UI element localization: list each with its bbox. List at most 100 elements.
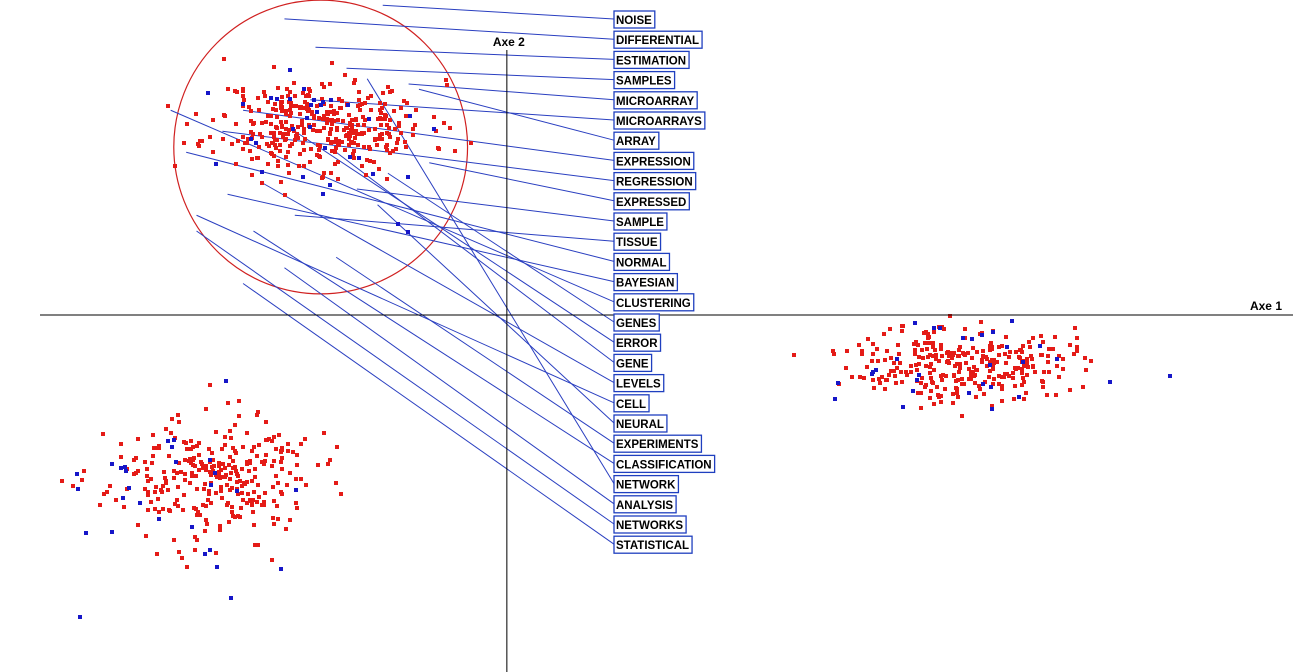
red-point [893,374,897,378]
red-point [320,176,324,180]
term-label-text: SAMPLE [616,217,664,229]
red-point [250,479,254,483]
red-point [252,523,256,527]
red-point [211,118,215,122]
leader-line [227,193,615,283]
red-point [1000,344,1004,348]
red-point [162,470,166,474]
red-point [376,137,380,141]
red-point [889,369,893,373]
red-point [231,459,235,463]
red-point [143,460,147,464]
red-point [845,349,849,353]
red-point [234,122,238,126]
red-point [360,164,364,168]
red-point [329,171,333,175]
red-point [250,501,254,505]
blue-point [323,146,327,150]
blue-point [127,486,131,490]
red-point [385,131,389,135]
red-point [225,483,229,487]
red-point [328,131,332,135]
term-label-text: GENE [616,358,649,370]
red-point [336,118,340,122]
red-point [870,359,874,363]
red-point [228,477,232,481]
red-point [1021,376,1025,380]
red-point [146,490,150,494]
leader-line [263,183,615,384]
red-point [197,441,201,445]
red-point [362,145,366,149]
term-label-text: NORMAL [616,257,666,269]
red-point [284,527,288,531]
red-point [281,135,285,139]
red-point [270,141,274,145]
blue-point [301,175,305,179]
blue-point [209,483,213,487]
red-point [305,102,309,106]
red-point [300,123,304,127]
red-point [226,501,230,505]
red-point [361,115,365,119]
red-point [347,143,351,147]
red-point [929,389,933,393]
red-point [844,366,848,370]
blue-point [249,137,253,141]
red-point [1017,355,1021,359]
red-point [980,358,984,362]
red-point [189,439,193,443]
red-point [256,96,260,100]
red-point [119,442,123,446]
red-point [146,493,150,497]
term-label-box [613,111,706,130]
red-point [367,145,371,149]
term-label-box [613,454,716,474]
red-point [242,481,246,485]
red-point [197,453,201,457]
red-point [294,477,298,481]
red-point [173,502,177,506]
red-point [1020,350,1024,354]
red-point [351,152,355,156]
blue-point [138,501,142,505]
blue-point [1055,357,1059,361]
red-point [1046,360,1050,364]
red-point [901,324,905,328]
red-point [932,402,936,406]
term-label: EXPRESSED [613,192,690,211]
red-point [269,151,273,155]
term-label-text: MICROARRAYS [616,116,702,128]
red-point [989,341,993,345]
red-point [350,118,354,122]
red-point [1007,355,1011,359]
red-point [164,427,168,431]
red-point [337,139,341,143]
red-point [315,153,319,157]
red-point [1004,335,1008,339]
red-point [368,159,372,163]
term-label-text: MICROARRAY [616,96,694,108]
red-point [1004,361,1008,365]
blue-point [980,333,984,337]
red-point [98,503,102,507]
red-point [929,362,933,366]
red-point [871,342,875,346]
red-point [866,337,870,341]
red-point [149,477,153,481]
red-point [330,122,334,126]
red-point [860,352,864,356]
red-point [978,387,982,391]
red-point [274,146,278,150]
red-point [399,106,403,110]
red-point [1022,364,1026,368]
red-point [255,156,259,160]
red-point [301,91,305,95]
red-point [153,507,157,511]
red-point [286,132,290,136]
red-point [211,458,215,462]
term-label-text: EXPRESSION [616,156,691,168]
red-point [347,113,351,117]
term-label-box [613,232,662,251]
red-point [200,139,204,143]
